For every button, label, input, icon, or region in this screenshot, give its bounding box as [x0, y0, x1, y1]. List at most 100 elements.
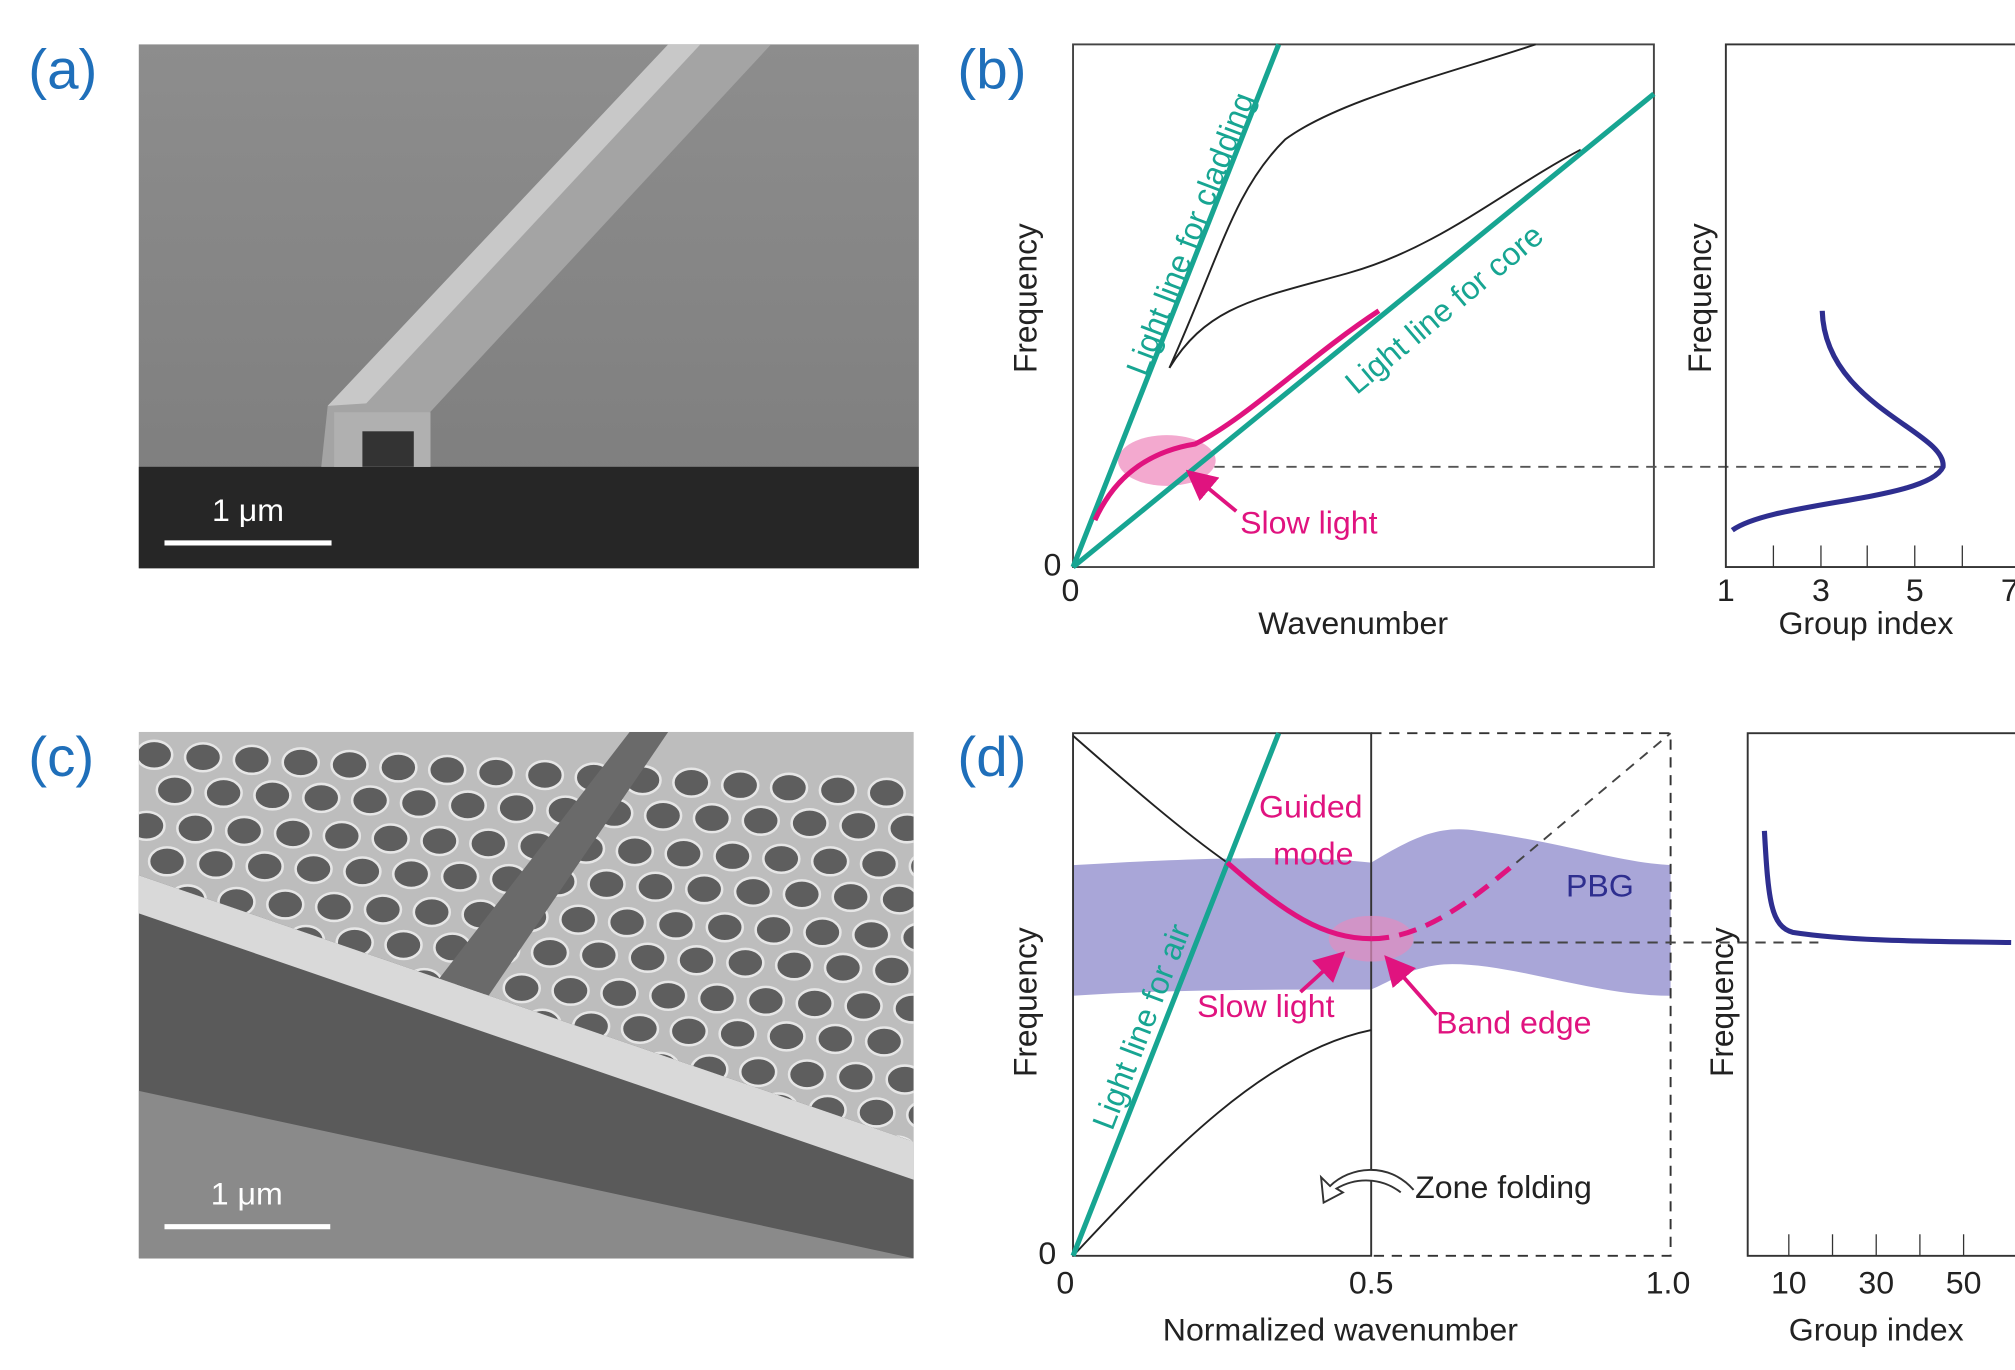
- annotation: Slow light: [1240, 505, 1378, 541]
- hole: [820, 776, 856, 804]
- x-origin: 0: [1062, 572, 1080, 608]
- hole: [283, 748, 319, 776]
- hole: [987, 819, 1023, 847]
- hole: [414, 898, 450, 926]
- hole: [825, 954, 861, 982]
- hole: [804, 918, 840, 946]
- x-tick-label: 0: [1056, 1265, 1074, 1301]
- panel-label: (b): [957, 38, 1026, 101]
- hole: [609, 908, 645, 936]
- annotation: Slow light: [1197, 988, 1335, 1024]
- group-index-plot: [1748, 733, 2015, 1256]
- hole: [936, 1068, 972, 1096]
- hole: [254, 781, 290, 809]
- hole: [833, 883, 869, 911]
- hole: [948, 1175, 984, 1203]
- hole: [727, 949, 763, 977]
- hole: [972, 962, 1008, 990]
- hole: [707, 913, 743, 941]
- x-tick-label: 10: [1771, 1265, 1807, 1301]
- hole: [902, 923, 938, 951]
- hole: [98, 1096, 134, 1124]
- hole: [637, 873, 673, 901]
- hole: [666, 840, 702, 868]
- hole: [352, 786, 388, 814]
- hole: [275, 819, 311, 847]
- x-tick-label: 30: [1858, 1265, 1894, 1301]
- hole: [316, 893, 352, 921]
- hole: [715, 842, 751, 870]
- hole: [720, 1020, 756, 1048]
- hole: [853, 921, 889, 949]
- hole: [429, 756, 465, 784]
- hole: [964, 1033, 1000, 1061]
- annotation: Band edge: [1436, 1005, 1591, 1041]
- y-axis-label: Frequency: [1682, 223, 1718, 373]
- hole: [838, 1063, 874, 1091]
- hole: [740, 1058, 776, 1086]
- hole: [504, 974, 540, 1002]
- hole: [185, 743, 221, 771]
- hole: [861, 850, 897, 878]
- x-tick-label: 0.5: [1349, 1265, 1394, 1301]
- hole: [966, 784, 1002, 812]
- hole: [422, 827, 458, 855]
- panel-label: (c): [28, 725, 94, 788]
- hole: [234, 746, 270, 774]
- hole: [450, 792, 486, 820]
- hole: [303, 784, 339, 812]
- y-axis-label: Frequency: [1007, 927, 1043, 1077]
- hole: [930, 888, 966, 916]
- hole: [858, 1099, 894, 1127]
- hole: [478, 759, 514, 787]
- hole: [792, 809, 828, 837]
- hole: [198, 850, 234, 878]
- hole: [817, 1025, 853, 1053]
- hole: [136, 741, 172, 769]
- x-axis-label: Wavenumber: [1258, 605, 1448, 641]
- hole: [267, 891, 303, 919]
- figure: (a) 1 μm (b) Frequency 0 0 Wavenumber Li…: [0, 0, 2015, 1370]
- hole: [365, 896, 401, 924]
- hole: [686, 875, 722, 903]
- hole: [735, 878, 771, 906]
- hole: [789, 1060, 825, 1088]
- hole: [907, 1101, 943, 1129]
- hole: [784, 880, 820, 908]
- hole: [658, 911, 694, 939]
- x-tick-label: 5: [1906, 572, 1924, 608]
- hole: [951, 926, 987, 954]
- hole: [846, 992, 882, 1020]
- hole: [694, 804, 730, 832]
- panel-label: (a): [28, 38, 97, 101]
- hole: [630, 944, 666, 972]
- hole: [748, 987, 784, 1015]
- hole: [840, 812, 876, 840]
- hole: [812, 847, 848, 875]
- hole: [527, 761, 563, 789]
- hole: [671, 1017, 707, 1045]
- hole: [756, 916, 792, 944]
- hole: [679, 946, 715, 974]
- sem-image: [139, 44, 919, 568]
- hole: [157, 776, 193, 804]
- x-tick-label: 7: [2001, 572, 2015, 608]
- hole: [617, 837, 653, 865]
- hole: [332, 751, 368, 779]
- hole: [129, 812, 165, 840]
- hole: [923, 959, 959, 987]
- hole: [149, 847, 185, 875]
- y-axis-label: Frequency: [1007, 223, 1043, 373]
- y-origin: 0: [1038, 1235, 1056, 1271]
- y-origin: 0: [1044, 547, 1062, 583]
- hole: [177, 814, 213, 842]
- annotation: Light line for cladding: [1119, 88, 1262, 381]
- hole: [470, 830, 506, 858]
- hole: [393, 860, 429, 888]
- hole: [882, 885, 918, 913]
- hole: [943, 997, 979, 1025]
- x-axis-label: Group index: [1789, 1312, 1964, 1348]
- hole: [866, 1028, 902, 1056]
- hole: [894, 995, 930, 1023]
- hole: [622, 1015, 658, 1043]
